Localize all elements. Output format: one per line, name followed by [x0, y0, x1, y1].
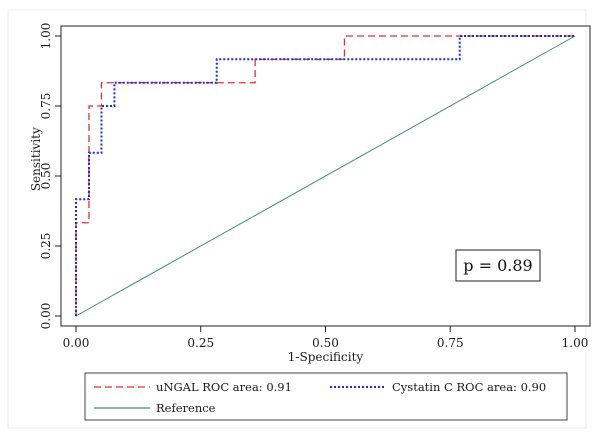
y-tick-label: 0.25	[39, 233, 53, 260]
p-value-box: p = 0.89	[455, 249, 541, 282]
y-tick-label: 0.00	[39, 303, 53, 330]
plot-area: 0.00 0.25 0.50 0.75 1.00 0.00 0.25 0.50 0.75 1.00	[39, 23, 591, 350]
series-line-2	[75, 35, 576, 317]
legend-frame	[84, 372, 568, 421]
legend-label-2: Reference	[156, 401, 216, 415]
legend-label-1: Cystatin C ROC area: 0.90	[392, 380, 546, 394]
x-tick-label: 0.75	[437, 336, 464, 350]
x-tick-label: 0.25	[187, 336, 214, 350]
legend: uNGAL ROC area: 0.91 Cystatin C ROC area:…	[84, 372, 568, 421]
y-tick-label: 1.00	[39, 23, 53, 50]
x-tick-label: 0.50	[312, 336, 339, 350]
x-tick-label: 1.00	[562, 336, 589, 350]
chart-frame	[7, 9, 587, 429]
x-tick-label: 0.00	[63, 336, 90, 350]
series-line-1	[75, 35, 575, 316]
series-line-0	[75, 35, 575, 316]
y-tick-label: 0.50	[39, 163, 53, 190]
y-axis-title: Sensitivity	[29, 127, 43, 191]
p-value-text: p = 0.89	[463, 256, 532, 275]
x-axis-title: 1-Specificity	[288, 350, 364, 364]
y-tick-label: 0.75	[39, 93, 53, 120]
legend-label-0: uNGAL ROC area: 0.91	[156, 380, 292, 394]
p-value-frame	[455, 249, 541, 282]
